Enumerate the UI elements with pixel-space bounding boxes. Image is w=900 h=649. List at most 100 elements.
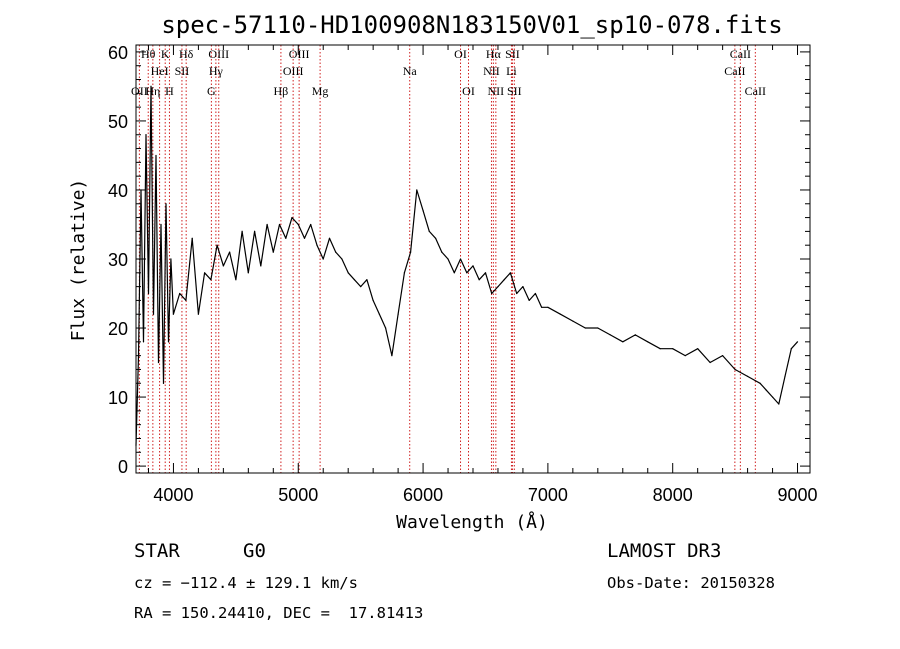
line-marker-label: CaII <box>730 47 751 61</box>
data-point <box>572 320 574 322</box>
data-point <box>709 361 711 364</box>
data-point <box>204 272 206 274</box>
x-tick-label: 5000 <box>278 485 318 505</box>
y-tick-label: 0 <box>118 457 128 477</box>
data-point <box>516 292 518 295</box>
data-point <box>447 258 449 260</box>
data-point <box>185 299 187 301</box>
data-point <box>528 299 530 301</box>
series-layer <box>135 85 799 446</box>
data-point <box>778 403 780 405</box>
data-point <box>335 251 337 253</box>
data-point <box>722 355 724 357</box>
line-marker-label: Li <box>506 64 517 78</box>
data-point <box>179 292 181 295</box>
spectral-line-labels: OIIHθHηHeIKHSIIHδGHγOIIIHβOIIIOIIIMgNaOI… <box>131 47 766 98</box>
data-point <box>303 237 306 239</box>
data-point <box>316 244 318 246</box>
plot-frame <box>135 44 811 474</box>
data-point <box>410 251 412 253</box>
data-point <box>597 327 599 329</box>
spectral-line-markers <box>138 45 756 473</box>
data-point <box>322 258 324 260</box>
data-point <box>497 286 499 288</box>
data-point <box>422 210 424 212</box>
x-tick-label: 9000 <box>777 485 817 505</box>
data-point <box>765 389 767 391</box>
data-point <box>647 341 649 343</box>
data-point <box>353 279 355 281</box>
data-point <box>285 237 287 239</box>
line-marker-label: G <box>207 84 216 98</box>
line-marker-label: Hδ <box>179 47 194 61</box>
data-point <box>522 286 524 288</box>
data-point <box>435 237 437 239</box>
data-point <box>609 334 611 336</box>
data-point <box>266 223 268 226</box>
line-marker-label: Hη <box>145 84 160 98</box>
data-point <box>241 230 243 232</box>
data-point <box>160 223 162 226</box>
data-point <box>297 223 299 226</box>
data-point <box>260 265 262 267</box>
redshift-velocity: cz = −112.4 ± 129.1 km/s <box>134 574 358 592</box>
y-tick-label: 50 <box>108 112 128 132</box>
object-subclass: G0 <box>243 540 266 562</box>
data-point <box>222 265 224 267</box>
data-point <box>328 237 331 239</box>
data-point <box>796 341 799 343</box>
survey-name: LAMOST DR3 <box>607 540 722 562</box>
x-axis-label: Wavelength (Å) <box>396 511 548 533</box>
data-point <box>584 327 586 329</box>
y-axis-label: Flux (relative) <box>68 179 89 342</box>
x-axis: 4000 5000 6000 7000 8000 9000 <box>147 45 818 505</box>
data-point <box>416 189 418 191</box>
data-point <box>229 251 231 253</box>
data-point <box>547 306 549 308</box>
data-point <box>734 368 736 371</box>
y-axis: 0 10 20 30 40 50 60 <box>108 43 810 477</box>
x-tick-label: 8000 <box>653 485 693 505</box>
data-point <box>559 313 562 315</box>
y-tick-label: 30 <box>108 250 128 270</box>
line-marker-label: CaII <box>745 84 766 98</box>
line-marker-label: Hα <box>486 47 502 61</box>
data-point <box>459 258 462 260</box>
line-marker-label: CaII <box>724 64 745 78</box>
line-marker-label: Hθ <box>141 47 156 61</box>
data-point <box>378 313 380 315</box>
data-point <box>172 313 174 315</box>
data-point <box>634 334 636 336</box>
data-point <box>491 292 493 295</box>
y-tick-label: 20 <box>108 319 128 339</box>
y-tick-label: 60 <box>108 43 128 63</box>
data-point <box>672 348 674 350</box>
data-point <box>534 292 537 295</box>
line-marker-label: HeI <box>151 64 169 78</box>
data-point <box>441 251 443 253</box>
data-point <box>466 272 468 274</box>
data-point <box>772 396 774 398</box>
line-marker-label: OIII <box>283 64 304 78</box>
data-point <box>509 272 511 274</box>
data-point <box>503 279 505 281</box>
data-point <box>790 348 792 350</box>
data-point <box>278 223 281 226</box>
data-point <box>165 203 167 205</box>
data-point <box>385 327 387 329</box>
data-point <box>197 313 199 315</box>
line-marker-label: H <box>165 84 174 98</box>
data-point <box>152 313 155 315</box>
data-point <box>403 272 405 274</box>
data-point <box>684 355 686 357</box>
data-point <box>397 313 399 315</box>
data-point <box>759 382 761 384</box>
data-point <box>391 355 393 357</box>
data-point <box>341 258 343 260</box>
line-marker-label: OI <box>454 47 467 61</box>
data-point <box>659 348 661 350</box>
data-point <box>372 299 374 301</box>
line-marker-label: SII <box>175 64 190 78</box>
data-point <box>310 223 312 226</box>
